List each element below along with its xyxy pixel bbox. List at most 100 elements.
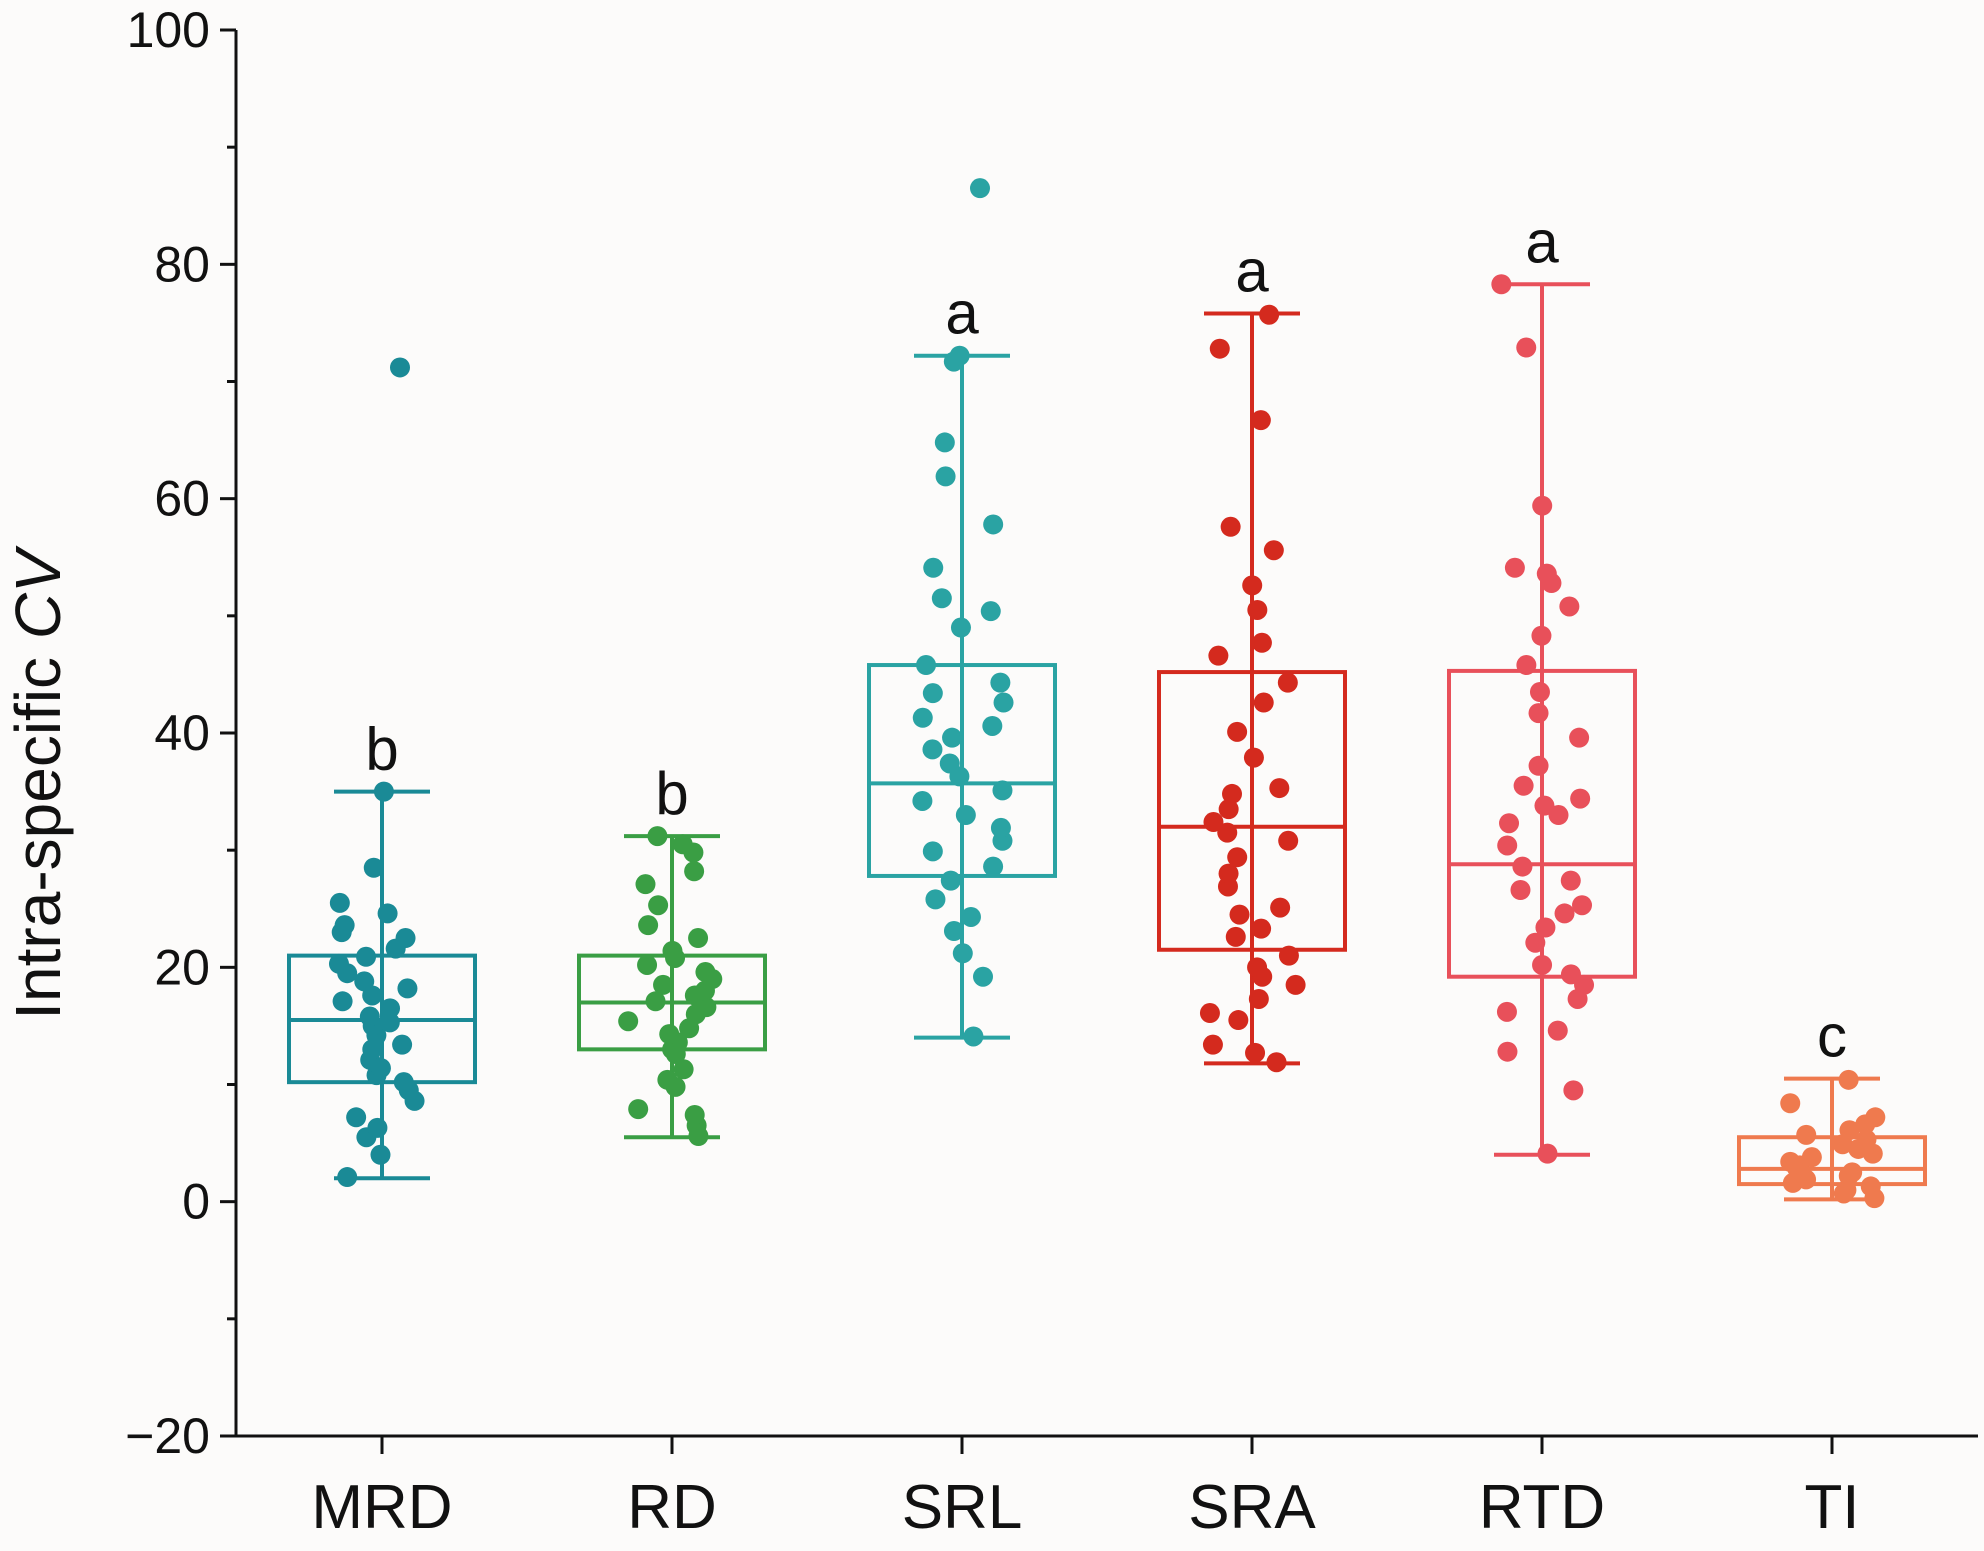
data-point [1536,563,1557,584]
data-point [1269,778,1290,799]
data-point [367,1117,388,1138]
data-point [942,727,963,748]
x-tick-label: SRL [902,1473,1023,1542]
data-point [1547,1020,1568,1041]
significance-letter: a [1525,208,1559,275]
data-point [992,780,1013,801]
data-point [934,432,955,453]
data-point [1491,274,1512,295]
data-point [1263,540,1284,561]
y-axis-title: Intra-specific CV [2,545,74,1020]
data-point [695,962,716,983]
x-tick-label: RD [627,1473,717,1542]
data-point [1516,655,1537,676]
data-point [684,1104,705,1125]
data-point [1537,1143,1558,1164]
data-point [1563,1080,1584,1101]
data-point [645,991,666,1012]
data-point [950,617,971,638]
data-point [982,715,1003,736]
data-point [955,805,976,826]
data-point [1229,904,1250,925]
data-point [648,895,669,916]
data-point [1243,747,1264,768]
data-point [334,915,355,936]
data-point [912,790,933,811]
data-point [1497,835,1518,856]
data-point [380,998,401,1019]
data-point [1217,822,1238,843]
y-tick-label: 20 [154,939,210,995]
data-point [337,1167,358,1188]
data-point [1504,557,1525,578]
data-point [1532,495,1553,516]
data-point [377,903,398,924]
data-point [1860,1176,1881,1197]
data-point [638,915,659,936]
data-point [943,921,964,942]
data-point [1560,870,1581,891]
data-point [1259,304,1280,325]
data-point [332,991,353,1012]
data-point [628,1099,649,1120]
significance-letter: b [655,760,688,827]
data-point [392,1034,413,1055]
data-point [659,1024,680,1045]
data-point [1278,830,1299,851]
data-point [916,655,937,676]
data-point [1796,1124,1817,1145]
box-group-rtd: a [1447,208,1637,1164]
data-point [990,672,1011,693]
data-point [1209,338,1230,359]
data-point [1548,805,1569,826]
data-point [922,739,943,760]
data-point [379,1012,400,1033]
data-point [963,1026,984,1047]
data-point [1839,1120,1860,1141]
data-point [983,856,1004,877]
data-point [949,345,970,366]
data-point [1570,788,1591,809]
x-tick-label: RTD [1479,1473,1605,1542]
data-point [1247,599,1268,620]
data-point [1242,575,1263,596]
data-point [1531,625,1552,646]
data-point [1572,895,1593,916]
data-point [1534,795,1555,816]
data-point [1253,692,1274,713]
data-point [973,966,994,987]
data-point [1801,1147,1822,1168]
data-point [672,834,693,855]
data-point [1569,727,1590,748]
data-point [1528,755,1549,776]
x-tick-label: MRD [311,1473,452,1542]
data-point [635,874,656,895]
data-point [647,826,668,847]
data-point [363,857,384,878]
data-point [993,692,1014,713]
data-point [1247,957,1268,978]
data-point [618,1011,639,1032]
data-point [1528,703,1549,724]
data-point [1510,880,1531,901]
box [1737,1135,1927,1187]
y-tick-label: 80 [154,236,210,292]
data-point [990,817,1011,838]
data-point [1277,672,1298,693]
data-point [1228,1010,1249,1031]
data-point [373,781,394,802]
y-tick-label: −20 [125,1408,210,1464]
data-point [1251,632,1272,653]
data-point [1513,775,1534,796]
x-tick-label: SRA [1188,1473,1316,1542]
box-group-rd: b [577,760,767,1147]
box-group-sra: a [1157,238,1347,1073]
data-point [684,861,705,882]
data-point [1560,964,1581,985]
data-point [1218,863,1239,884]
data-point [1496,1001,1517,1022]
data-point [1222,783,1243,804]
y-tick-label: 0 [182,1174,210,1230]
significance-letter: b [365,716,398,783]
